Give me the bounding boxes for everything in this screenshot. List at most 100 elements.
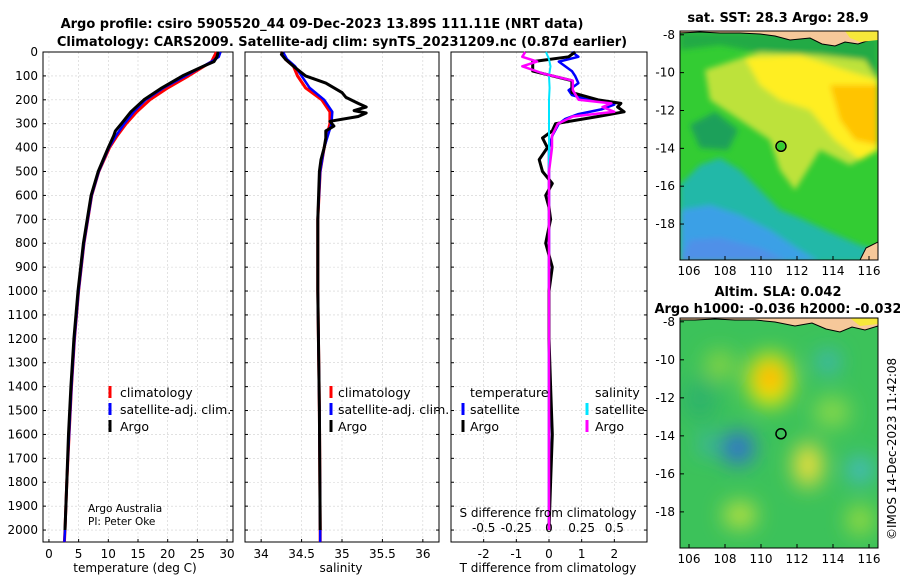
- y-tick-label: 1200: [7, 332, 38, 346]
- credit-institution: Argo Australia: [88, 503, 162, 515]
- grid: 34 34.5 35 35.5 36: [245, 51, 439, 561]
- x-tick-label: 20: [160, 547, 175, 561]
- map-y-tick-label: -10: [655, 66, 675, 80]
- sst-map-title: sat. SST: 28.3 Argo: 28.9: [687, 11, 868, 26]
- x-tick-label: -2: [478, 547, 490, 561]
- legend-salinity-title: salinity: [595, 385, 640, 400]
- argo-location-marker: [775, 428, 787, 440]
- legend-climatology-label: climatology: [338, 385, 411, 400]
- map-x-tick-label: 110: [750, 552, 773, 566]
- map-x-tick-label: 116: [858, 264, 881, 278]
- legend-t-satellite-label: satellite: [470, 402, 520, 417]
- legend-satellite-label: satellite-adj. clim.: [120, 402, 231, 417]
- difference-panel: -2 -1 0 1 2-0.5 -0.25 0 0.25 0.5: [450, 50, 648, 561]
- sst-heatmap: [680, 31, 878, 260]
- x-tick-label: 0: [45, 547, 53, 561]
- x-tick-label: 2: [611, 547, 619, 561]
- x2-tick-label: -0.25: [501, 521, 532, 535]
- x-tick-label: 35.5: [369, 547, 396, 561]
- legend-argo-label: Argo: [338, 419, 367, 434]
- map-y-tick-label: -16: [655, 467, 675, 481]
- panel-frame: [450, 51, 648, 543]
- y-tick-label: 600: [15, 188, 38, 202]
- legend-t-argo-label: Argo: [470, 419, 499, 434]
- temperature-xlabel: temperature (deg C): [73, 561, 196, 575]
- series-climatology: [280, 51, 332, 542]
- series-climatology: [62, 51, 218, 543]
- y-tick-label: 100: [15, 69, 38, 83]
- x2-tick-label: 0.25: [568, 521, 595, 535]
- legend-s-satellite-label: satellite: [595, 402, 645, 417]
- sla-map-subtitle: Argo h1000: -0.036 h2000: -0.032: [654, 302, 900, 317]
- x2-tick-label: 0.5: [605, 521, 624, 535]
- legend-climatology-label: climatology: [120, 385, 193, 400]
- x-tick-label: -1: [510, 547, 522, 561]
- y-tick-label: 900: [15, 260, 38, 274]
- x-tick-label: 5: [75, 547, 83, 561]
- map-x-tick-label: 106: [678, 264, 701, 278]
- series-s-argo: [521, 51, 616, 530]
- map-y-tick-label: -8: [663, 28, 675, 42]
- sst-map-axes: 106 108 110 112 114 116 -8 -10 -12 -14 -16 -18: [655, 28, 880, 278]
- x2-tick-label: -0.5: [472, 521, 495, 535]
- x-tick-label: 34.5: [288, 547, 315, 561]
- map-x-tick-label: 110: [750, 264, 773, 278]
- temperature-panel: 0100200300400500600700800900100011001200…: [7, 45, 234, 561]
- y-tick-label: 200: [15, 93, 38, 107]
- y-tick-label: 1800: [7, 475, 38, 489]
- map-y-tick-label: -10: [655, 353, 675, 367]
- sla-map-axes: 106 108 110 112 114 116 -8 -10 -12 -14 -16 -18: [655, 315, 880, 566]
- y-tick-label: 0: [30, 45, 38, 59]
- sst-map-frame: [679, 30, 879, 261]
- map-y-tick-label: -12: [655, 391, 675, 405]
- series-satellite-adj-clim-: [281, 51, 334, 542]
- x-tick-label: 36: [415, 547, 430, 561]
- salinity-xlabel: salinity: [319, 561, 362, 575]
- header-line-1: Argo profile: csiro 5905520_44 09-Dec-20…: [61, 17, 584, 32]
- difference-x2label: S difference from climatology: [460, 506, 637, 520]
- map-x-tick-label: 108: [714, 552, 737, 566]
- x-tick-label: 0: [545, 547, 553, 561]
- map-x-tick-label: 112: [786, 264, 809, 278]
- series-argo: [63, 51, 220, 531]
- legend-satellite-label: satellite-adj. clim.: [338, 402, 449, 417]
- y-tick-label: 1700: [7, 451, 38, 465]
- credit-pi: PI: Peter Oke: [88, 516, 155, 528]
- header-line-2: Climatology: CARS2009. Satellite-adj cli…: [57, 35, 627, 50]
- y-tick-label: 1900: [7, 499, 38, 513]
- x-tick-label: 10: [101, 547, 116, 561]
- map-x-tick-label: 114: [822, 552, 845, 566]
- map-y-tick-label: -12: [655, 103, 675, 117]
- argo-location-marker: [775, 140, 787, 153]
- panel-frame: [244, 51, 440, 543]
- y-tick-label: 1300: [7, 356, 38, 370]
- y-tick-label: 2000: [7, 523, 38, 537]
- sla-map-frame: [679, 317, 879, 549]
- map-y-tick-label: -16: [655, 179, 675, 193]
- y-tick-label: 800: [15, 236, 38, 250]
- y-tick-label: 1500: [7, 404, 38, 418]
- x-tick-label: 35: [334, 547, 349, 561]
- x-tick-label: 25: [190, 547, 205, 561]
- y-tick-label: 500: [15, 165, 38, 179]
- legend-s-argo-label: Argo: [595, 419, 624, 434]
- salinity-legend: climatology satellite-adj. clim. Argo: [329, 385, 449, 434]
- y-tick-label: 400: [15, 141, 38, 155]
- argo-location-marker-fill: [776, 142, 785, 151]
- x-tick-label: 30: [219, 547, 234, 561]
- difference-xlabel: T difference from climatology: [459, 561, 637, 575]
- temperature-legend: climatology satellite-adj. clim. Argo: [108, 385, 231, 434]
- grid: 0100200300400500600700800900100011001200…: [7, 45, 234, 561]
- map-x-tick-label: 112: [786, 552, 809, 566]
- x-tick-label: 34: [254, 547, 269, 561]
- y-tick-label: 1100: [7, 308, 38, 322]
- legend-temperature-title: temperature: [470, 385, 549, 400]
- map-x-tick-label: 114: [822, 264, 845, 278]
- y-tick-label: 1600: [7, 427, 38, 441]
- map-x-tick-label: 116: [858, 552, 881, 566]
- series-t-argo: [531, 50, 626, 531]
- x-tick-label: 1: [578, 547, 586, 561]
- map-y-tick-label: -14: [655, 141, 675, 155]
- imos-timestamp: ©IMOS 14-Dec-2023 11:42:08: [885, 358, 899, 540]
